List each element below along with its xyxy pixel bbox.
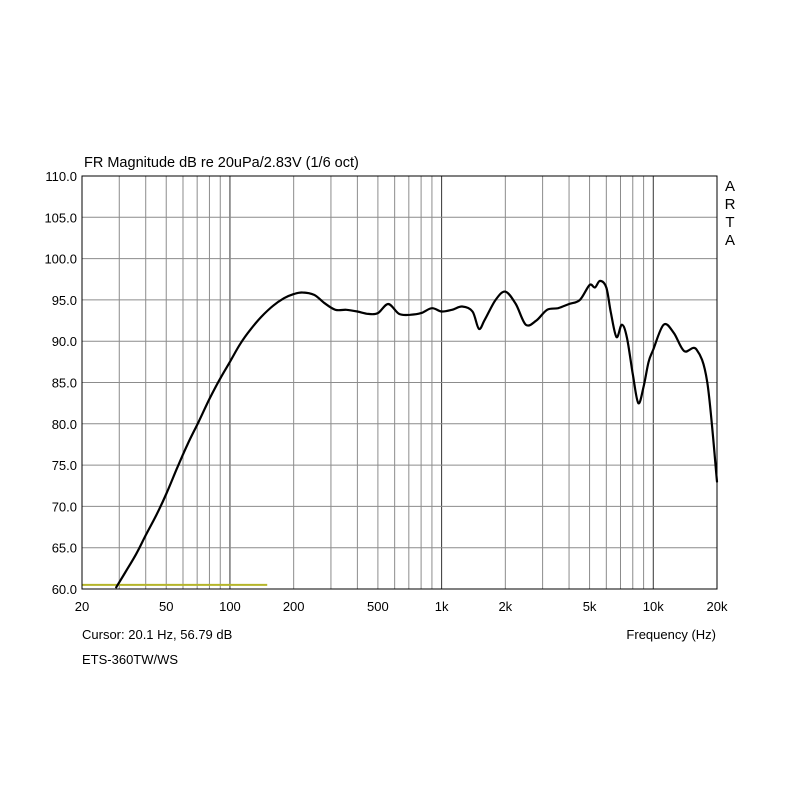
x-tick-label: 500 (367, 599, 389, 614)
y-tick-label: 65.0 (52, 541, 77, 556)
cursor-readout: Cursor: 20.1 Hz, 56.79 dB (82, 627, 232, 642)
x-tick-label: 10k (643, 599, 664, 614)
x-tick-label: 5k (583, 599, 597, 614)
y-tick-label: 75.0 (52, 458, 77, 473)
x-tick-label: 1k (435, 599, 449, 614)
x-tick-label: 200 (283, 599, 305, 614)
y-tick-labels: 60.0 65.0 70.0 75.0 80.0 85.0 90.0 95.0 100.0 105… (44, 169, 77, 597)
chart-title: FR Magnitude dB re 20uPa/2.83V (1/6 oct) (84, 155, 359, 171)
x-tick-label: 2k (498, 599, 512, 614)
plot-frame (81, 175, 718, 590)
x-tick-label: 20 (75, 599, 89, 614)
x-tick-label: 50 (159, 599, 173, 614)
y-tick-label: 105.0 (44, 210, 77, 225)
y-tick-label: 80.0 (52, 417, 77, 432)
y-tick-label: 90.0 (52, 334, 77, 349)
x-axis-label: Frequency (Hz) (626, 627, 716, 642)
x-tick-label: 20k (707, 599, 728, 614)
y-tick-label: 60.0 (52, 582, 77, 597)
y-tick-label: 95.0 (52, 293, 77, 308)
y-tick-label: 70.0 (52, 499, 77, 514)
series-layer (115, 279, 719, 589)
y-tick-label: 100.0 (44, 252, 77, 267)
response-curve (115, 279, 719, 589)
x-tick-labels: 20 50 100 200 500 1k 2k 5k 10k 20k (75, 599, 728, 614)
y-tick-label: 85.0 (52, 376, 77, 391)
x-tick-label: 100 (219, 599, 241, 614)
device-label: ETS-360TW/WS (82, 652, 178, 667)
y-tick-label: 110.0 (45, 169, 77, 184)
